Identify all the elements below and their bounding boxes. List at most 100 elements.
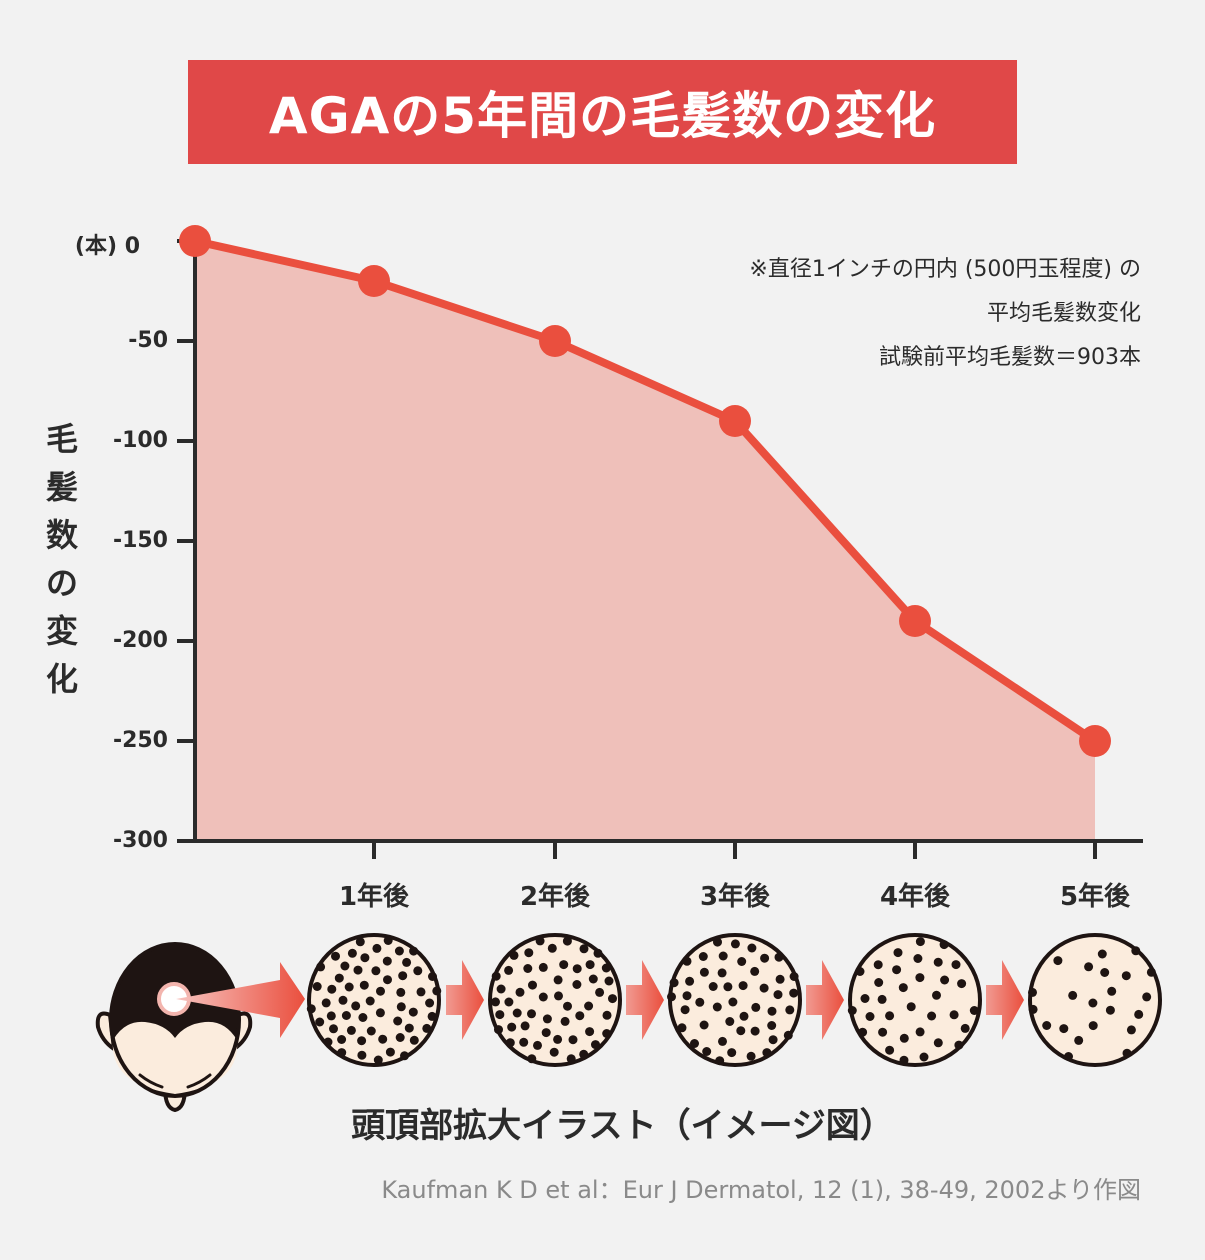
hair-dot [519,1037,529,1047]
hair-dot [512,1008,522,1018]
hair-dot [357,1036,367,1046]
hair-dot [913,954,923,963]
hair-dot [933,1038,943,1048]
hair-dot [873,960,883,970]
hair-dot [736,1026,746,1036]
hair-dot [346,1025,356,1035]
y-tick-250: -250 [112,728,168,753]
hair-dot [1134,1009,1144,1019]
hair-dot [789,972,799,981]
x-ticks [372,841,1097,859]
hair-dot [899,1055,909,1065]
hair-dot [321,998,331,1008]
hair-dot [601,963,611,973]
hair-dot [495,1010,505,1020]
hair-dot [1064,1052,1073,1061]
hair-dot [595,987,605,997]
hair-dot [1131,946,1141,956]
hair-dot [718,951,728,961]
hair-dot [409,946,419,956]
x-tick-1: 1年後 [338,882,410,912]
hair-dot [747,943,757,953]
hair-dot [730,939,740,949]
hair-dot [775,974,785,984]
title-banner: AGAの5年間の毛髪数の変化 [188,60,1017,164]
hair-dot [400,1051,409,1061]
y-tick-300: -300 [112,828,168,853]
hair-dot [602,1010,612,1020]
hair-dot [717,968,727,978]
arrow-right-icon [446,960,484,1040]
scalp-circle-1 [306,933,442,1067]
hair-dot [312,982,322,991]
hair-dot [306,1004,316,1014]
hair-dot [331,951,340,961]
note-line-2: 平均毛髪数変化 [986,301,1141,326]
hair-dot [549,1047,559,1057]
hair-dot [376,986,385,996]
hair-dot [969,1006,979,1015]
arrow-right-icon [626,960,664,1040]
hair-dot [359,980,369,990]
hair-dot [351,1001,361,1011]
hair-dot [919,1052,929,1062]
hair-dot [682,991,692,1001]
hair-dot [563,1001,572,1011]
hair-dot [365,996,375,1006]
hair-dot [940,975,950,985]
hair-dot [347,948,357,958]
hair-dot [1042,1021,1052,1030]
data-point [719,405,751,437]
hair-dot [547,943,557,953]
hair-dot [559,960,569,970]
hair-dot [524,948,534,958]
hair-dot [906,1002,916,1012]
hair-dot [360,953,370,963]
hair-dot [496,984,506,994]
hair-dot [951,960,961,970]
hair-dot [702,1047,712,1056]
hair-dot [685,976,695,986]
hair-dot [725,1017,735,1026]
hair-dot [949,1010,959,1020]
hair-dot [715,1056,725,1066]
hair-dot [773,990,783,1000]
hair-dot [404,1023,414,1033]
illustration-caption: 頭頂部拡大イラスト（イメージ図） [351,1106,894,1146]
hair-dot [327,984,337,994]
hair-dot [1068,990,1078,1000]
hair-dot [1105,1005,1115,1015]
y-label-char: 変 [45,612,78,650]
hair-dot [874,978,884,987]
hair-dot [353,965,363,975]
hair-dot [865,1012,875,1021]
hair-dot [713,937,722,947]
hair-dot [739,1011,749,1021]
hair-dot [373,1055,383,1065]
hair-dot [425,998,435,1008]
hair-dot [608,994,617,1004]
hair-dot [680,1005,690,1015]
hair-dot [504,965,514,975]
y-axis-label: 毛 髪 数 の 変 化 [42,415,82,703]
hair-dot [357,1050,367,1060]
y-label-char: 髪 [45,468,78,506]
data-point [899,605,931,637]
hair-dot [515,987,525,997]
hair-dot [667,992,676,1002]
hair-dot [323,1037,333,1047]
hair-dot [341,1011,351,1020]
hair-dot [584,1001,594,1011]
hair-dot [604,976,614,986]
hair-dot [915,973,925,983]
hair-dot [699,1020,709,1030]
hair-dot [750,966,760,976]
y-tick-200: -200 [112,628,168,653]
hair-dot [699,967,709,977]
hair-dot [899,1033,909,1043]
hair-dot [394,946,404,956]
hair-dot [695,997,705,1007]
hair-dot [566,1054,576,1064]
hair-dot [527,1054,537,1064]
hair-dot [1100,968,1110,977]
